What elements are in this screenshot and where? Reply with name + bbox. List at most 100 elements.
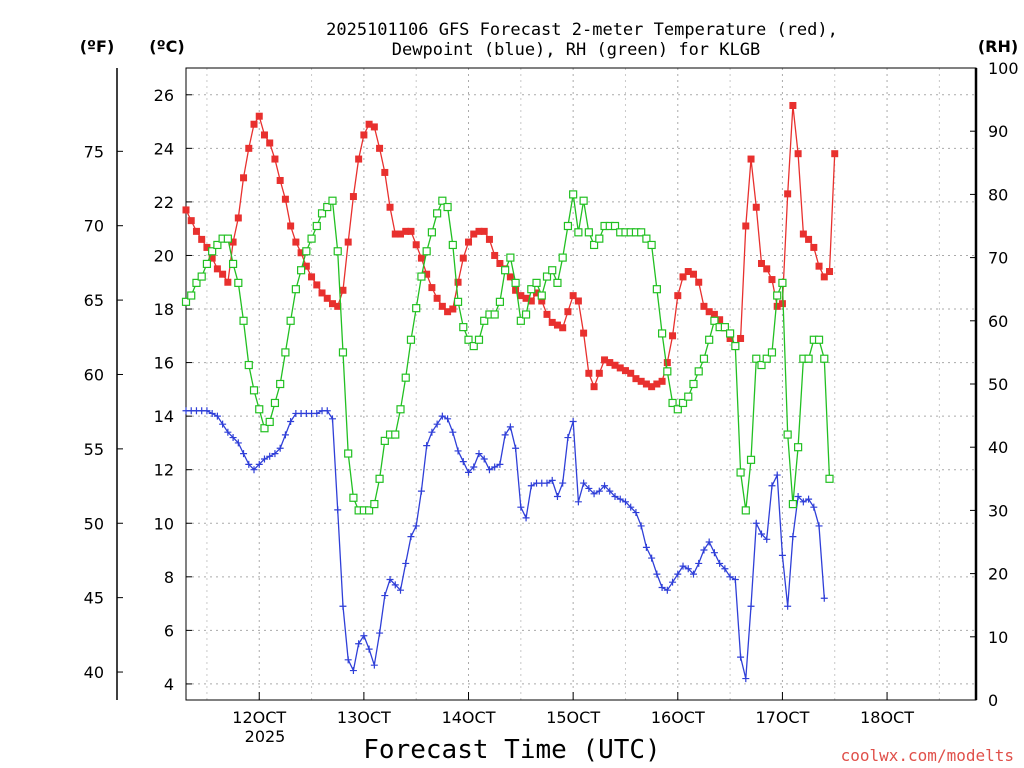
dewpoint-point bbox=[705, 538, 713, 546]
temperature-point bbox=[397, 230, 405, 238]
dewpoint-point bbox=[208, 409, 216, 417]
rh-point bbox=[296, 266, 306, 275]
dewpoint-point bbox=[695, 559, 703, 567]
temperature-point bbox=[213, 265, 221, 273]
rh-point bbox=[396, 405, 405, 414]
rh-point bbox=[197, 272, 206, 281]
rh-point bbox=[302, 247, 311, 256]
temperature-point bbox=[710, 310, 718, 318]
dewpoint-point bbox=[454, 447, 462, 455]
dewpoint-point bbox=[417, 487, 425, 495]
fahrenheit-tick-label: 70 bbox=[84, 217, 104, 236]
temperature-point bbox=[292, 238, 300, 246]
dewpoint-point bbox=[742, 675, 750, 683]
rh-point bbox=[548, 266, 557, 275]
temperature-point bbox=[339, 286, 347, 294]
rh-point bbox=[652, 285, 661, 294]
dewpoint-point bbox=[752, 519, 760, 527]
temperature-point bbox=[234, 214, 242, 222]
temperature-point bbox=[695, 278, 703, 286]
fahrenheit-tick-label: 75 bbox=[84, 142, 104, 161]
rh-point bbox=[684, 392, 693, 401]
rh-point bbox=[762, 354, 771, 363]
dewpoint-point bbox=[731, 575, 739, 583]
temperature-point bbox=[637, 377, 645, 385]
temperature-point bbox=[679, 273, 687, 281]
temperature-point bbox=[245, 144, 253, 152]
rh-point bbox=[317, 209, 327, 218]
rh-point bbox=[338, 348, 348, 357]
temperature-point bbox=[601, 356, 609, 364]
dewpoint-point bbox=[224, 428, 232, 436]
temperature-point bbox=[281, 195, 289, 203]
credit-text: coolwx.com/modelts bbox=[841, 746, 1014, 765]
temperature-point bbox=[438, 302, 446, 310]
temperature-point bbox=[752, 203, 760, 211]
dewpoint-point bbox=[313, 409, 321, 417]
rh-point bbox=[637, 228, 646, 237]
fahrenheit-tick-label: 45 bbox=[84, 589, 104, 608]
rh-point bbox=[344, 449, 353, 458]
temperature-point bbox=[407, 227, 415, 235]
dewpoint-point bbox=[527, 482, 535, 490]
temperature-point bbox=[219, 270, 227, 278]
fahrenheit-tick-label: 65 bbox=[84, 291, 104, 310]
rh-point bbox=[642, 234, 651, 243]
dewpoint-point bbox=[820, 594, 828, 602]
rh-point bbox=[370, 499, 379, 509]
rh-point bbox=[213, 240, 222, 250]
rh-point bbox=[521, 310, 531, 319]
temperature-point bbox=[689, 270, 697, 278]
dewpoint-point bbox=[658, 584, 666, 592]
temperature-point bbox=[444, 308, 452, 316]
rh-tick-label: 20 bbox=[988, 565, 1008, 584]
dewpoint-point bbox=[684, 565, 692, 573]
temperature-point bbox=[517, 292, 525, 300]
rh-point bbox=[433, 209, 442, 218]
celsius-tick-label: 4 bbox=[164, 675, 174, 694]
temperature-point bbox=[648, 383, 656, 391]
temperature-point bbox=[569, 292, 577, 300]
temperature-point bbox=[533, 289, 541, 297]
temperature-point bbox=[308, 273, 316, 281]
rh-point bbox=[694, 367, 703, 376]
dewpoint-point bbox=[810, 503, 818, 511]
dewpoint-point bbox=[805, 495, 813, 503]
rh-point bbox=[349, 493, 358, 502]
temperature-point bbox=[789, 101, 797, 109]
rh-point bbox=[668, 398, 677, 408]
rh-point bbox=[453, 297, 463, 306]
plot-frame bbox=[185, 67, 977, 701]
temperature-point bbox=[276, 176, 284, 184]
temperature-point bbox=[705, 308, 713, 316]
dewpoint-point bbox=[553, 492, 561, 500]
fahrenheit-tick-label: 60 bbox=[84, 365, 104, 384]
rh-point bbox=[794, 443, 803, 452]
rh-point bbox=[187, 291, 196, 300]
celsius-tick-label: 22 bbox=[154, 193, 174, 212]
temperature-point bbox=[674, 292, 682, 300]
temperature-point bbox=[260, 131, 268, 139]
dewpoint-point bbox=[611, 492, 619, 500]
dewpoint-point bbox=[522, 514, 530, 522]
rh-point bbox=[558, 253, 567, 262]
rh-point bbox=[474, 335, 484, 344]
dewpoint-point bbox=[444, 415, 452, 423]
temperature-point bbox=[480, 227, 488, 235]
dewpoint-point bbox=[287, 417, 295, 425]
temperature-point bbox=[831, 150, 839, 158]
dewpoint-point bbox=[653, 570, 661, 578]
rh-point bbox=[438, 196, 447, 205]
fahrenheit-tick-label: 40 bbox=[84, 663, 104, 682]
rh-point bbox=[501, 266, 510, 275]
rh-point bbox=[276, 379, 285, 389]
temperature-point bbox=[470, 230, 478, 238]
dewpoint-point bbox=[757, 530, 765, 538]
rh-point bbox=[249, 386, 259, 395]
temperature-point bbox=[485, 235, 493, 243]
rh-point bbox=[412, 304, 421, 313]
rh-point bbox=[312, 221, 321, 231]
rh-point bbox=[579, 196, 588, 205]
dewpoint-point bbox=[564, 434, 572, 442]
celsius-tick-label: 8 bbox=[164, 568, 174, 587]
